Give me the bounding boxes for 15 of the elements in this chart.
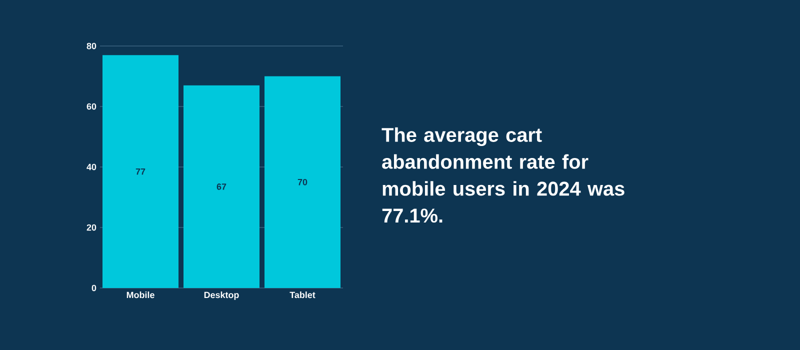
data-label: 70 [298,178,308,186]
data-label: 77 [136,168,146,175]
y-tick-label: 60 [86,103,96,110]
bar [264,76,341,288]
bar [184,85,260,288]
y-tick-label: 20 [86,224,96,231]
y-tick-label: 40 [86,164,96,170]
x-tick-label: Tablet [290,292,316,298]
y-tick-label: 80 [86,42,96,50]
text: The average cart abandonment rate for mobile users in 2024 was 77.1%. [382,127,624,223]
bar [102,55,178,288]
data-label: 67 [216,183,226,190]
x-tick-label: Desktop [204,292,239,300]
x-tick-label: Mobile [126,292,154,298]
y-tick-label: 0 [92,284,96,292]
